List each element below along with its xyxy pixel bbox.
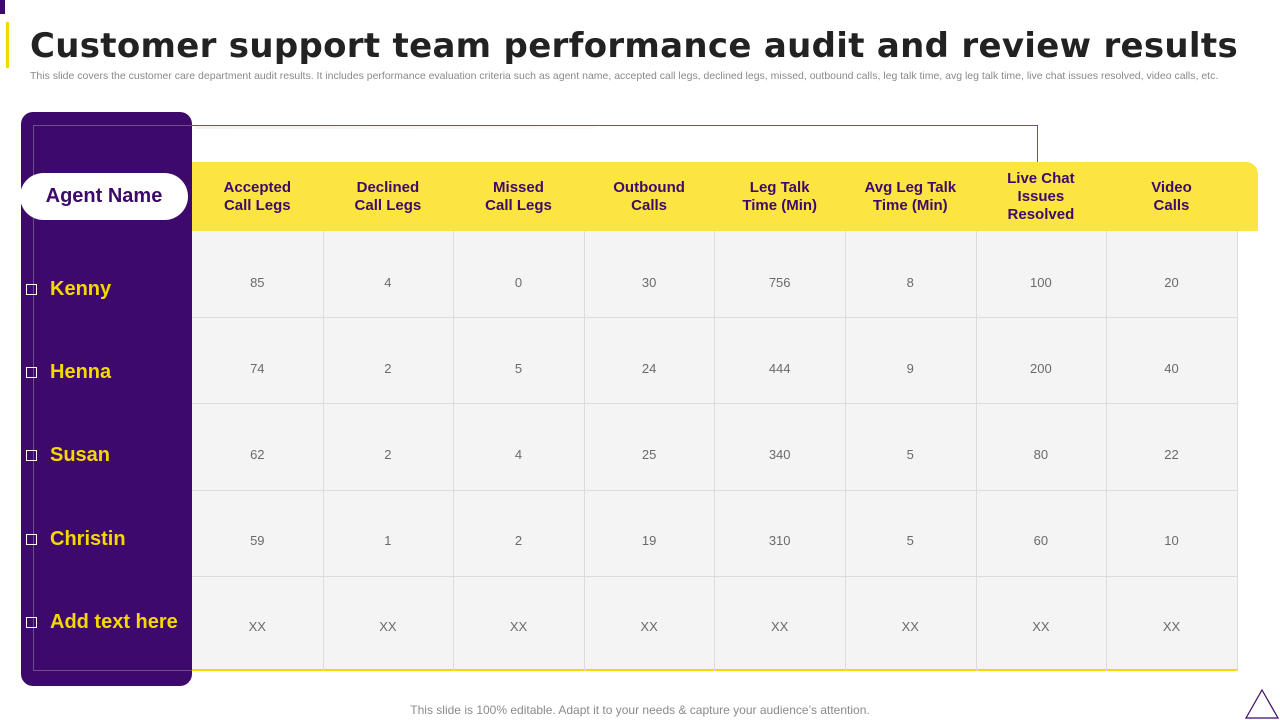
column-header: Accepted Call Legs — [223, 178, 292, 214]
table-cell: 60 — [1033, 533, 1049, 548]
table-cell: XX — [1032, 619, 1050, 634]
divider — [195, 126, 595, 129]
table-cell: 85 — [250, 275, 265, 290]
table-cell: 74 — [250, 361, 265, 376]
column-header: Video Calls — [1151, 178, 1192, 214]
table-cell: 80 — [1033, 447, 1049, 462]
table-cell: XX — [771, 619, 789, 634]
column-header: Avg Leg Talk Time (Min) — [864, 178, 957, 214]
column-divider — [453, 231, 455, 671]
table-cell: 24 — [641, 361, 657, 376]
table-cell: 200 — [1030, 361, 1052, 376]
table-cell: 4 — [384, 275, 392, 290]
table-cell: 5 — [906, 447, 914, 462]
page-title: Customer support team performance audit … — [30, 26, 1238, 66]
table-cell: 444 — [768, 361, 791, 376]
table-cell: 59 — [250, 533, 265, 548]
table-cell: 5 — [906, 533, 914, 548]
agent-row: Christin — [26, 528, 126, 551]
table-cell: XX — [1162, 619, 1181, 634]
column-divider — [1106, 231, 1108, 671]
accent-bar-purple — [0, 0, 5, 14]
table-cell: 9 — [906, 361, 914, 376]
agent-row: Kenny — [26, 278, 111, 301]
table-cell: 25 — [641, 447, 657, 462]
table-cell: 100 — [1030, 275, 1052, 290]
column-header: Missed Call Legs — [485, 178, 552, 214]
column-header: Outbound Calls — [613, 178, 685, 214]
row-divider — [192, 575, 1238, 577]
agent-row: Henna — [26, 361, 111, 384]
checkbox-icon — [26, 450, 37, 461]
row-divider — [192, 489, 1238, 491]
table-cell: 2 — [384, 361, 392, 376]
agent-name: Kenny — [50, 278, 112, 300]
table-cell: 4 — [514, 447, 523, 462]
table-cell: XX — [901, 619, 919, 634]
row-divider — [192, 317, 1238, 319]
table-cell: 756 — [768, 275, 791, 290]
table-cell: 310 — [768, 533, 791, 548]
column-divider — [1236, 231, 1238, 671]
agent-name-header: Agent Name — [20, 173, 188, 220]
table-cell: XX — [640, 619, 658, 634]
agent-name: Susan — [50, 444, 111, 466]
agent-row: Susan — [26, 444, 110, 467]
table-cell: XX — [509, 619, 528, 634]
table-cell: XX — [379, 619, 397, 634]
agent-row: Add text here — [26, 611, 178, 634]
checkbox-icon — [26, 617, 37, 628]
row-divider — [192, 403, 1238, 405]
table-cell: 1 — [384, 533, 392, 548]
column-divider — [322, 231, 324, 671]
agent-name: Henna — [50, 361, 112, 383]
column-divider — [583, 231, 585, 671]
accent-bar-yellow — [6, 22, 9, 68]
table-cell: 22 — [1164, 447, 1179, 462]
footer-note: This slide is 100% editable. Adapt it to… — [410, 703, 870, 717]
column-header: Live Chat Issues Resolved — [1007, 169, 1075, 223]
table-cell: 2 — [514, 533, 523, 548]
table-cell: 19 — [641, 533, 657, 548]
triangle-icon — [1244, 688, 1280, 719]
agent-name: Christin — [50, 528, 126, 550]
table-cell: 62 — [250, 447, 265, 462]
checkbox-icon — [26, 367, 37, 378]
column-divider — [975, 231, 977, 671]
table-cell: 10 — [1164, 533, 1179, 548]
page-subtitle: This slide covers the customer care depa… — [30, 70, 1219, 82]
column-header: Declined Call Legs — [354, 178, 422, 214]
table-cell: 5 — [514, 361, 523, 376]
table-cell: 340 — [768, 447, 791, 462]
column-divider — [845, 231, 846, 671]
table-cell: 20 — [1164, 275, 1179, 290]
table-cell: 8 — [906, 275, 914, 290]
column-divider — [714, 231, 716, 671]
table-cell: 30 — [641, 275, 657, 290]
table-cell: 2 — [384, 447, 392, 462]
checkbox-icon — [26, 534, 37, 545]
table-cell: 40 — [1164, 361, 1179, 376]
table-header-band — [192, 162, 1258, 231]
table-cell: 0 — [514, 275, 523, 290]
column-header: Leg Talk Time (Min) — [742, 178, 818, 214]
agent-name: Add text here — [50, 611, 178, 633]
checkbox-icon — [26, 284, 37, 295]
table-cell: XX — [248, 619, 266, 634]
